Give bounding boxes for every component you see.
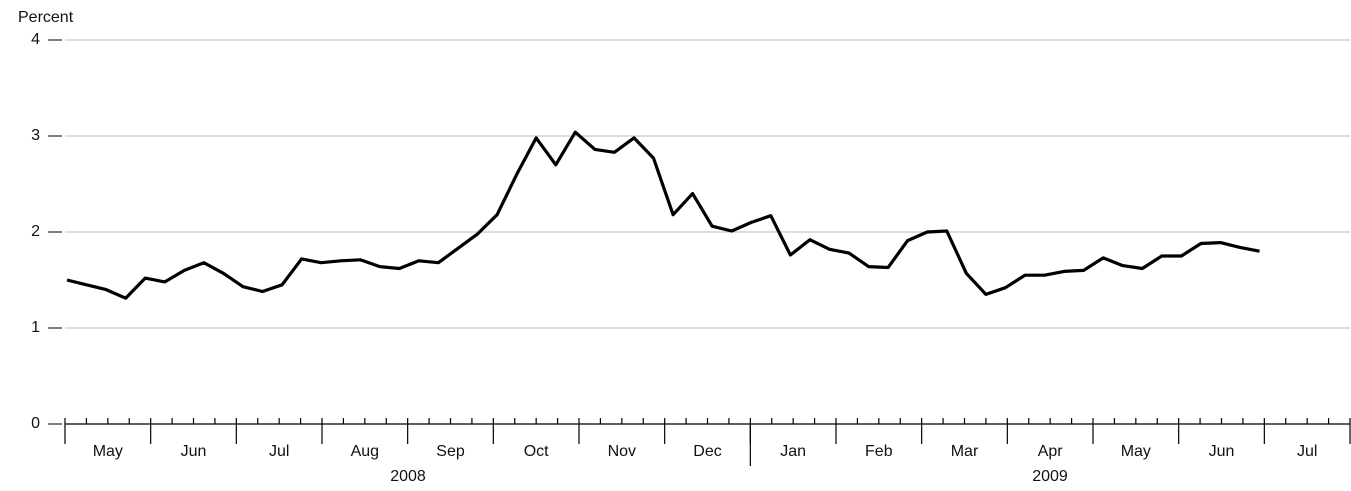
x-tick-label: Jun [181, 443, 207, 460]
x-tick-label: Jul [1297, 443, 1317, 460]
y-tick-label: 4 [31, 31, 40, 48]
year-label: 2009 [1032, 468, 1068, 485]
y-tick-label: 0 [31, 415, 40, 432]
x-tick-label: Oct [524, 443, 549, 460]
x-tick-label: Dec [693, 443, 721, 460]
x-tick-label: Apr [1038, 443, 1064, 460]
x-tick-label: Mar [951, 443, 979, 460]
x-tick-label: Jul [269, 443, 289, 460]
x-tick-label: Jan [780, 443, 806, 460]
year-label: 2008 [390, 468, 426, 485]
x-tick-label: Aug [351, 443, 379, 460]
x-tick-label: Sep [436, 443, 465, 460]
y-axis-label: Percent [18, 9, 74, 26]
x-tick-label: May [93, 443, 123, 460]
x-tick-label: May [1121, 443, 1151, 460]
x-tick-label: Jun [1209, 443, 1235, 460]
x-tick-label: Feb [865, 443, 893, 460]
data-line [66, 130, 1260, 300]
y-tick-label: 3 [31, 127, 40, 144]
y-tick-label: 2 [31, 223, 40, 240]
y-tick-label: 1 [31, 319, 40, 336]
x-tick-label: Nov [608, 443, 636, 460]
